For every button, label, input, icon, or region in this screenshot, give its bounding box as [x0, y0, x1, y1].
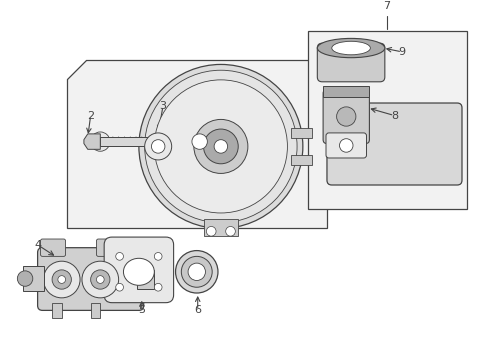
Circle shape: [17, 271, 33, 286]
Bar: [307, 31, 466, 209]
Circle shape: [203, 129, 238, 164]
Bar: [137, 270, 154, 289]
Circle shape: [154, 283, 162, 291]
Text: 8: 8: [390, 111, 397, 121]
FancyBboxPatch shape: [317, 43, 384, 82]
Circle shape: [58, 276, 65, 283]
Circle shape: [154, 80, 287, 213]
Text: 7: 7: [383, 1, 389, 12]
Circle shape: [225, 226, 235, 236]
Circle shape: [90, 132, 110, 151]
Circle shape: [151, 140, 164, 153]
Circle shape: [193, 120, 247, 174]
Text: 9: 9: [398, 47, 405, 57]
Circle shape: [139, 64, 302, 228]
Circle shape: [90, 270, 110, 289]
Circle shape: [96, 276, 104, 283]
Circle shape: [82, 261, 119, 298]
Ellipse shape: [123, 258, 154, 285]
Bar: [323, 86, 368, 97]
Circle shape: [206, 226, 216, 236]
FancyBboxPatch shape: [323, 90, 368, 144]
FancyBboxPatch shape: [325, 133, 366, 158]
Text: 1: 1: [347, 139, 354, 149]
Circle shape: [154, 252, 162, 260]
FancyBboxPatch shape: [96, 239, 122, 256]
Circle shape: [339, 139, 352, 152]
FancyBboxPatch shape: [38, 248, 143, 310]
Text: 6: 6: [194, 305, 201, 315]
Circle shape: [116, 283, 123, 291]
Text: 2: 2: [87, 111, 94, 121]
Circle shape: [144, 70, 296, 222]
Circle shape: [188, 263, 205, 280]
Bar: [23, 266, 44, 291]
Polygon shape: [66, 60, 326, 228]
Bar: [203, 219, 238, 236]
Circle shape: [116, 252, 123, 260]
Ellipse shape: [331, 41, 369, 55]
Polygon shape: [84, 134, 100, 149]
Circle shape: [144, 133, 171, 160]
Bar: [291, 155, 312, 165]
Bar: [52, 303, 61, 318]
Circle shape: [214, 140, 227, 153]
Circle shape: [336, 107, 355, 126]
FancyBboxPatch shape: [326, 103, 461, 185]
Bar: [291, 128, 312, 138]
Circle shape: [175, 251, 218, 293]
FancyBboxPatch shape: [41, 239, 65, 256]
Circle shape: [192, 134, 207, 149]
Bar: [90, 303, 100, 318]
Circle shape: [181, 256, 212, 287]
Text: 3: 3: [159, 101, 166, 111]
Text: 4: 4: [34, 240, 41, 250]
FancyBboxPatch shape: [104, 237, 173, 303]
Bar: [100, 137, 153, 147]
Circle shape: [52, 270, 71, 289]
Ellipse shape: [317, 39, 384, 58]
Text: 5: 5: [138, 305, 145, 315]
Circle shape: [43, 261, 80, 298]
